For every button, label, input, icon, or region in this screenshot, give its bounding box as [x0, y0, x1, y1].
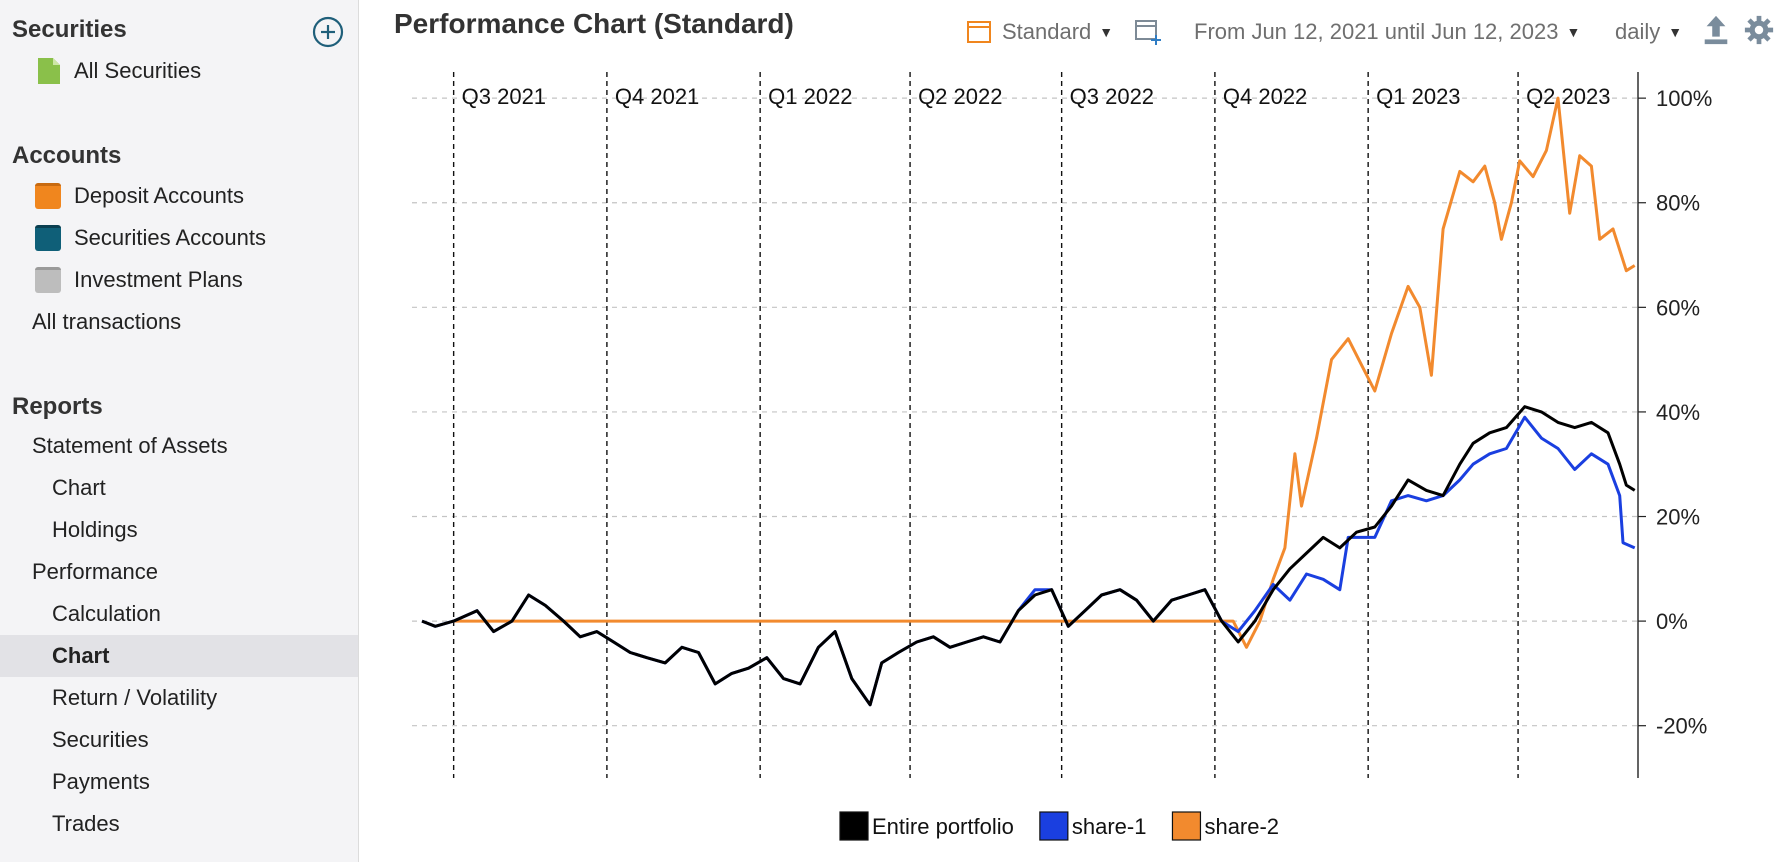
chevron-down-icon: ▼	[1099, 24, 1114, 40]
folder-orange-icon	[35, 183, 61, 209]
nav-label: Chart	[52, 643, 110, 668]
nav-payments[interactable]: Payments	[0, 761, 358, 803]
quarter-label: Q1 2023	[1376, 84, 1460, 109]
document-icon	[38, 58, 60, 84]
quarter-label: Q1 2022	[768, 84, 852, 109]
nav-label: Holdings	[52, 517, 138, 542]
period-label: From Jun 12, 2021 until Jun 12, 2023	[1194, 19, 1559, 44]
nav-investment-plans[interactable]: Investment Plans	[0, 259, 358, 301]
nav-calculation[interactable]: Calculation	[0, 593, 358, 635]
nav-label: Chart	[52, 475, 106, 500]
view-label: Standard	[1002, 19, 1092, 44]
plus-circle-icon[interactable]	[312, 16, 344, 48]
y-tick-label: 0%	[1656, 609, 1688, 634]
legend-swatch	[839, 811, 869, 841]
reports-header: Reports	[12, 393, 103, 420]
nav-label: Securities Accounts	[74, 225, 266, 250]
add-window-icon[interactable]	[1134, 16, 1162, 48]
nav-label: Return / Volatility	[52, 685, 218, 710]
nav-all-transactions[interactable]: All transactions	[0, 301, 358, 343]
nav-label: Calculation	[52, 601, 161, 626]
legend-swatch	[1039, 811, 1069, 841]
period-selector[interactable]: From Jun 12, 2021 until Jun 12, 2023 ▼	[1194, 16, 1580, 48]
y-tick-label: 40%	[1656, 400, 1700, 425]
y-tick-label: 60%	[1656, 295, 1700, 320]
export-icon[interactable]	[1700, 14, 1732, 46]
nav-trades[interactable]: Trades	[0, 803, 358, 845]
view-selector[interactable]: Standard ▼	[966, 16, 1113, 48]
quarter-label: Q4 2022	[1223, 84, 1307, 109]
folder-teal-icon	[35, 225, 61, 251]
nav-perf-securities[interactable]: Securities	[0, 719, 358, 761]
legend-swatch	[1171, 811, 1202, 841]
y-tick-label: 80%	[1656, 191, 1700, 216]
window-icon	[967, 21, 991, 43]
sidebar: Securities All Securities Accounts Depos…	[0, 0, 359, 862]
nav-statement-of-assets[interactable]: Statement of Assets	[0, 425, 358, 467]
legend-label: Entire portfolio	[872, 814, 1014, 839]
quarter-label: Q2 2023	[1526, 84, 1610, 109]
nav-label: Payments	[52, 769, 150, 794]
performance-chart[interactable]: Q3 2021 Q4 2021 Q1 2022 Q2 2022 Q3 2022 Q4 20…	[360, 0, 1786, 862]
interval-label: daily	[1615, 19, 1661, 44]
nav-soa-chart[interactable]: Chart	[0, 467, 358, 509]
chevron-down-icon: ▼	[1668, 24, 1683, 40]
nav-label: All transactions	[32, 309, 182, 334]
interval-selector[interactable]: daily ▼	[1615, 16, 1682, 48]
quarter-label: Q3 2021	[462, 84, 546, 109]
quarter-label: Q2 2022	[918, 84, 1002, 109]
series-line-entire-portfolio	[421, 405, 1636, 707]
nav-label: Statement of Assets	[32, 433, 228, 458]
nav-performance[interactable]: Performance	[0, 551, 358, 593]
quarter-label: Q4 2021	[615, 84, 699, 109]
main-panel: Performance Chart (Standard) Standard ▼ …	[360, 0, 1786, 862]
y-tick-label: 100%	[1656, 86, 1712, 111]
series-line-share-2	[453, 96, 1636, 649]
gear-icon[interactable]	[1742, 14, 1776, 46]
nav-return-volatility[interactable]: Return / Volatility	[0, 677, 358, 719]
series-line-share-1	[421, 415, 1636, 707]
nav-label: Securities	[52, 727, 149, 752]
accounts-header: Accounts	[12, 142, 122, 169]
nav-holdings[interactable]: Holdings	[0, 509, 358, 551]
nav-label: Deposit Accounts	[74, 183, 244, 208]
nav-label: Trades	[52, 811, 120, 836]
legend-label: share-1	[1072, 814, 1147, 839]
nav-label: Investment Plans	[74, 267, 243, 292]
y-tick-label: -20%	[1656, 714, 1707, 739]
nav-deposit-accounts[interactable]: Deposit Accounts	[0, 175, 358, 217]
folder-gray-icon	[35, 267, 61, 293]
securities-header: Securities	[12, 16, 127, 43]
y-tick-label: 20%	[1656, 505, 1700, 530]
nav-perf-chart[interactable]: Chart	[0, 635, 358, 677]
page-title: Performance Chart (Standard)	[394, 8, 794, 39]
chevron-down-icon: ▼	[1566, 24, 1581, 40]
nav-label: Performance	[32, 559, 158, 584]
nav-all-securities[interactable]: All Securities	[0, 50, 358, 92]
nav-securities-accounts[interactable]: Securities Accounts	[0, 217, 358, 259]
legend-label: share-2	[1204, 814, 1279, 839]
quarter-label: Q3 2022	[1070, 84, 1154, 109]
nav-label: All Securities	[74, 58, 202, 83]
